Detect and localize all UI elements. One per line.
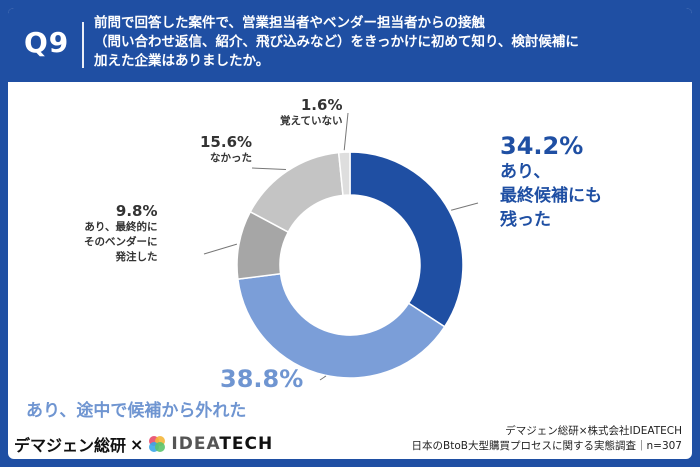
brand-ideatech: IDEATECH [171,434,274,454]
slice-dropped [237,272,446,379]
category-label: あり、 [500,162,551,182]
leader-dont-remember [343,112,349,151]
header-divider [82,22,84,68]
slice-dont-remember [337,151,351,197]
leader-lines [203,112,479,381]
question-line: 加えた企業はありましたか。 [94,53,270,69]
label-ordered: 9.8% あり、最終的に そのベンダーに 発注した [84,202,158,265]
question-header: Q9 前問で回答した案件で、営業担当者やベンダー担当者からの接触 （問い合わせ返… [8,8,692,82]
source-line: 日本のBtoB大型購買プロセスに関する実態調査｜n=307 [411,440,682,452]
donut-slices [236,151,464,379]
category-label: 覚えていない [280,115,343,127]
label-none: 15.6% なかった [200,133,252,166]
question-text: 前問で回答した案件で、営業担当者やベンダー担当者からの接触 （問い合わせ返信、紹… [94,14,679,71]
ideatech-logo-icon [149,436,166,452]
brand-logo: デマジェン総研 × IDEATECH [14,432,273,456]
source-note: デマジェン総研×株式会社IDEATECH 日本のBtoB大型購買プロセスに関する… [412,424,682,454]
category-label: そのベンダーに [84,236,158,248]
question-line: （問い合わせ返信、紹介、飛び込みなど）をきっかけに初めて知り、検討候補に [94,34,579,50]
label-dropped: 38.8% [220,365,303,393]
category-label: あり、最終的に [84,221,158,233]
category-label: 発注した [115,251,158,263]
value-label: 34.2% [500,132,584,160]
slice-final-candidate [349,151,464,328]
category-label: なかった [210,152,253,164]
value-label: 38.8% [220,365,304,393]
leader-none [251,167,286,170]
brand-cross: × [130,434,144,454]
value-label: 1.6% [300,96,343,114]
label-dont-remember: 1.6% 覚えていない [280,96,342,129]
value-label: 9.8% [115,202,158,220]
category-label: 最終候補にも [500,186,602,206]
source-line: デマジェン総研×株式会社IDEATECH [505,425,682,437]
leader-dropped [319,375,327,381]
category-label: あり、途中で候補から外れた [26,401,247,421]
donut-chart [203,112,479,381]
question-number: Q9 [24,26,70,59]
label-final-candidate: 34.2% あり、 最終候補にも 残った [500,132,602,232]
leader-final-candidate [450,202,479,211]
category-label: 残った [500,210,551,230]
survey-card: Q9 前問で回答した案件で、営業担当者やベンダー担当者からの接触 （問い合わせ返… [8,8,692,459]
brand-demagen: デマジェン総研 [14,436,127,455]
leader-ordered [203,243,238,255]
value-label: 15.6% [200,133,253,151]
question-line: 前問で回答した案件で、営業担当者やベンダー担当者からの接触 [94,15,485,31]
